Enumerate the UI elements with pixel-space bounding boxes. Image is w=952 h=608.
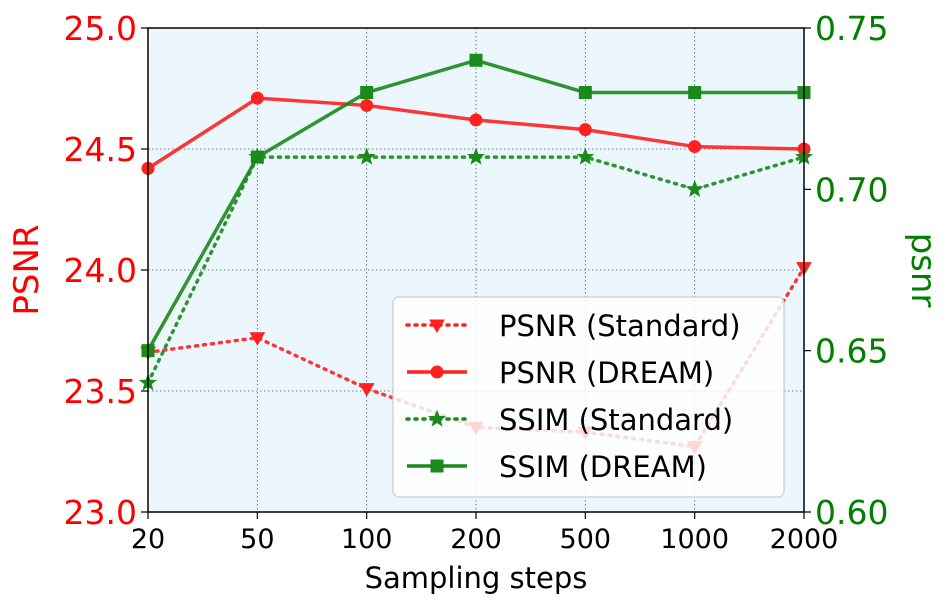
y-axis-label-right: psnr — [903, 233, 943, 308]
y-left-tick-label: 23.5 — [64, 372, 137, 411]
y-left-tick-label: 25.0 — [64, 9, 137, 48]
data-point — [688, 86, 702, 100]
data-point — [360, 98, 374, 112]
data-point — [249, 332, 266, 346]
legend-entry: SSIM (Standard) — [405, 403, 733, 437]
y-left-tick-label: 23.0 — [64, 493, 137, 532]
y-right-tick-label: 0.65 — [815, 332, 888, 371]
data-point — [467, 147, 485, 165]
data-point — [685, 179, 704, 197]
legend-marker — [430, 365, 444, 379]
x-tick-label: 500 — [560, 524, 612, 555]
legend: PSNR (Standard) PSNR (DREAM) SSIM (Standar… — [392, 296, 785, 498]
x-axis-label: Sampling steps — [365, 561, 588, 595]
x-tick-label: 100 — [341, 524, 393, 555]
legend-label: SSIM (Standard) — [499, 403, 733, 437]
legend-label: SSIM (DREAM) — [499, 450, 707, 484]
data-point — [469, 53, 483, 67]
legend-marker — [430, 459, 444, 473]
data-point — [578, 123, 592, 137]
x-tick-label: 1000 — [660, 524, 729, 555]
y-right-tick-label: 0.75 — [815, 9, 888, 48]
data-point — [576, 147, 595, 165]
x-tick-label: 50 — [240, 524, 274, 555]
x-tick-label: 200 — [450, 524, 502, 555]
x-tick-label: 20 — [131, 524, 165, 555]
legend-entry: PSNR (DREAM) — [407, 356, 714, 390]
y-axis-label-left: PSNR — [7, 224, 47, 315]
data-point — [360, 86, 374, 100]
axes-layer: 20 50 100 200 500 1000 2000 23.0 23.5 24.0 24.5 25.… — [64, 9, 889, 555]
data-point — [469, 113, 483, 127]
data-point — [358, 383, 375, 397]
legend-entry: PSNR (Standard) — [405, 309, 741, 343]
x-tick-label: 2000 — [770, 524, 839, 555]
legend-box — [392, 296, 785, 498]
data-point — [250, 150, 264, 164]
y-left-tick-label: 24.0 — [64, 251, 137, 290]
data-point — [688, 140, 702, 154]
y-left-tick-label: 24.5 — [64, 130, 137, 169]
data-point — [357, 147, 376, 165]
legend-label: PSNR (Standard) — [499, 309, 741, 343]
y-right-tick-label: 0.70 — [815, 170, 888, 209]
legend-label: PSNR (DREAM) — [499, 356, 714, 390]
legend-marker — [429, 319, 445, 333]
data-point — [578, 86, 592, 100]
legend-marker — [428, 409, 446, 427]
legend-entry: SSIM (DREAM) — [407, 450, 707, 484]
data-point — [250, 91, 264, 105]
y-right-tick-label: 0.60 — [815, 493, 888, 532]
